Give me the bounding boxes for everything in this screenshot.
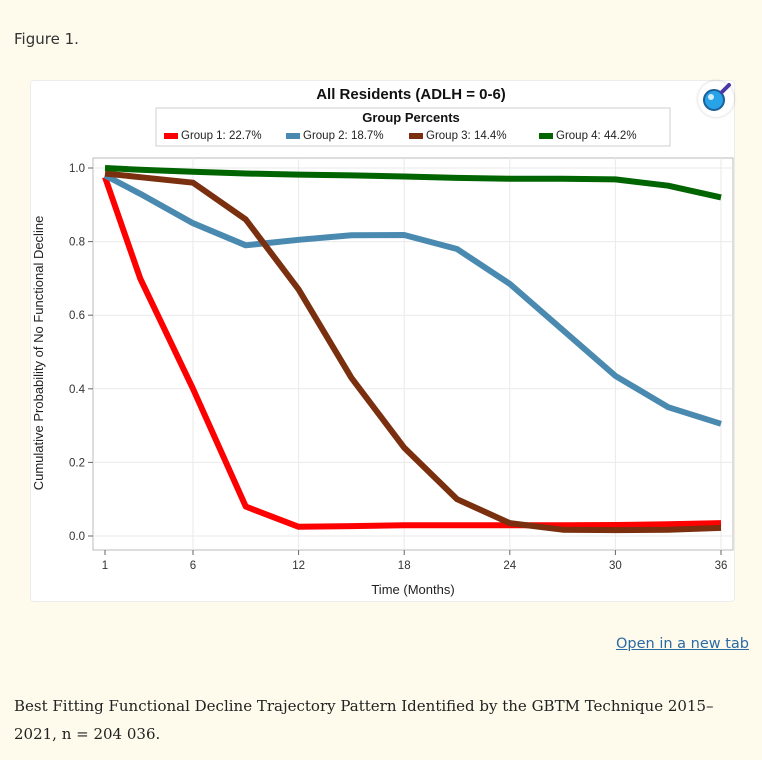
x-tick-label: 18 (398, 560, 411, 572)
x-tick-label: 1 (102, 560, 108, 572)
zoom-button[interactable] (698, 81, 734, 117)
legend-label-3: Group 3: 14.4% (426, 130, 507, 142)
legend-box (155, 107, 671, 147)
chart-title: All Residents (ADLH = 0-6) (316, 86, 506, 103)
series-line-group-1 (102, 176, 722, 530)
legend-swatch-1 (164, 133, 178, 139)
x-tick-label: 30 (609, 560, 622, 572)
figure-caption: Best Fitting Functional Decline Trajecto… (14, 697, 714, 743)
plot-area (92, 157, 734, 551)
x-tick-label: 6 (190, 560, 196, 572)
series-line-group-2 (103, 172, 722, 427)
legend-title: Group Percents (362, 110, 460, 125)
y-tick-label: 0.8 (69, 237, 85, 249)
y-tick-label: 0.6 (69, 310, 85, 322)
legend-swatch-3 (409, 133, 423, 139)
x-tick-label: 36 (715, 560, 728, 572)
legend-label-4: Group 4: 44.2% (556, 130, 637, 142)
series-line-group-3 (104, 170, 722, 534)
y-tick-label: 0.0 (69, 531, 85, 543)
legend-swatch-2 (286, 133, 300, 139)
legend-label-1: Group 1: 22.7% (181, 130, 262, 142)
legend-swatch-4 (539, 133, 553, 139)
y-tick-label: 0.2 (69, 457, 85, 469)
y-tick-label: 1.0 (69, 163, 85, 175)
trajectory-chart: All Residents (ADLH = 0-6) Group Percents… (31, 86, 734, 597)
legend-label-2: Group 2: 18.7% (303, 130, 384, 142)
figure-label: Figure 1. (14, 30, 79, 48)
x-tick-label: 24 (503, 560, 516, 572)
series-line-group-4 (104, 165, 722, 201)
chart-card: All Residents (ADLH = 0-6) Group Percents… (30, 80, 735, 602)
open-in-new-tab-link[interactable]: Open in a new tab (615, 636, 749, 652)
y-tick-label: 0.4 (69, 384, 86, 396)
x-tick-label: 12 (292, 560, 305, 572)
magnifier-icon (703, 83, 731, 111)
y-axis-label: Cumulative Probability of No Functional … (31, 216, 46, 491)
x-axis-label: Time (Months) (371, 582, 454, 597)
